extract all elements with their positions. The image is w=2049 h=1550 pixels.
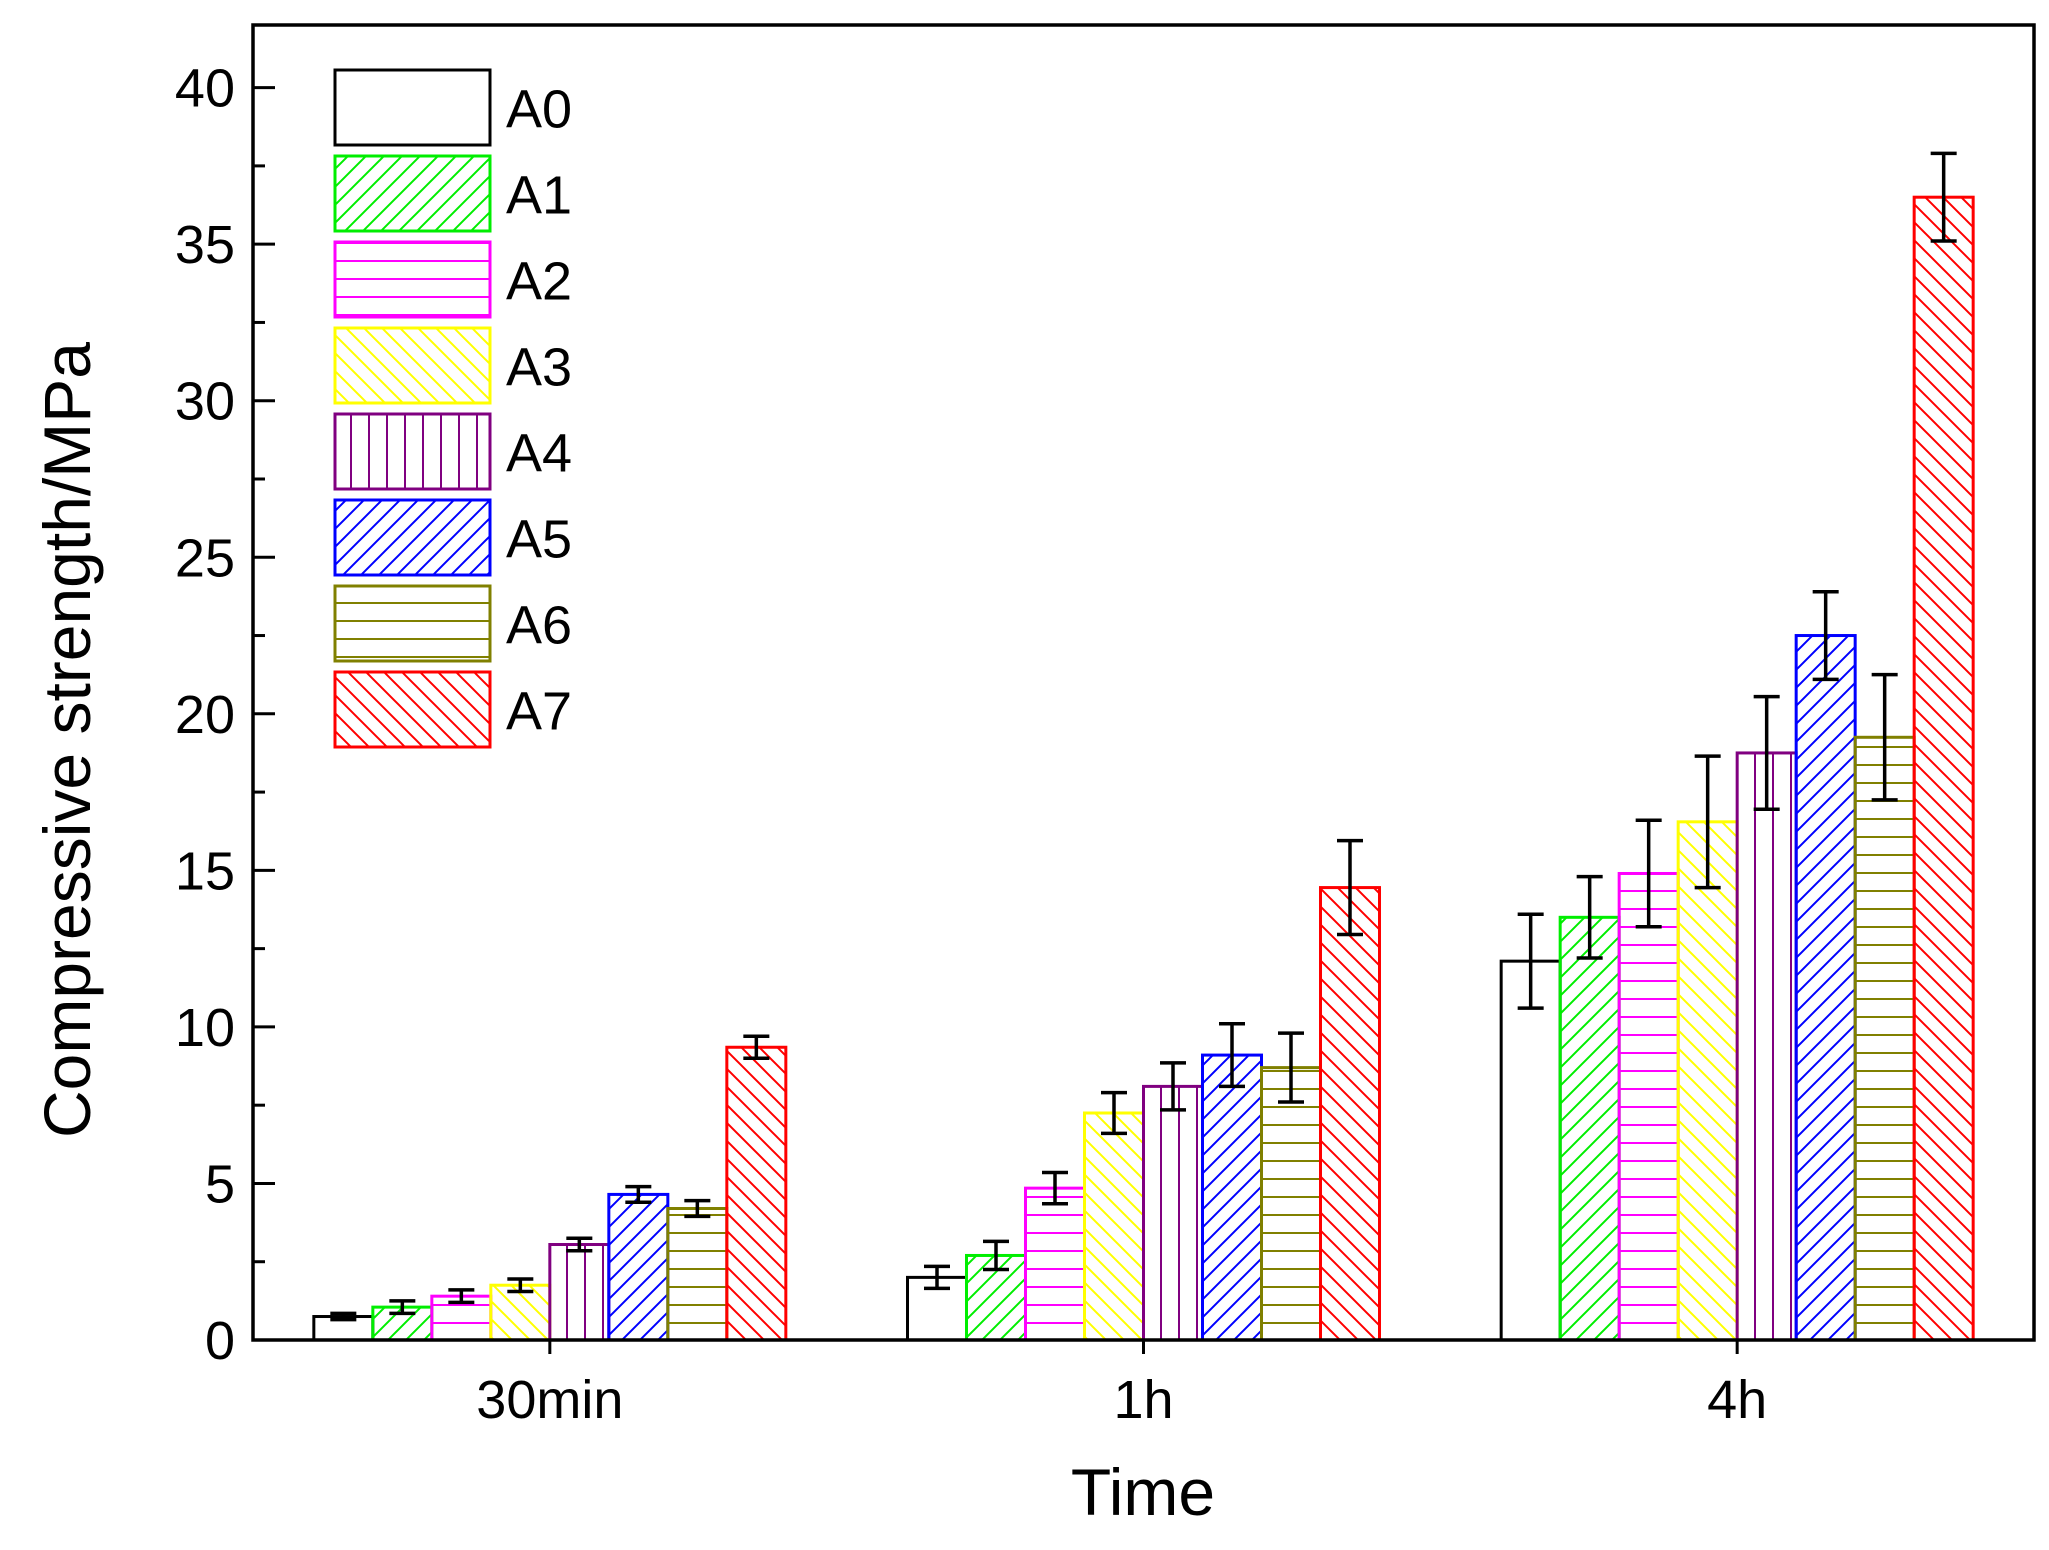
- legend-entry-A3: A3: [333, 326, 572, 405]
- y-tick-label: 35: [175, 215, 235, 275]
- error-bar-A5-4h: [1812, 589, 1839, 682]
- error-bar-A5-1h: [1219, 1022, 1245, 1089]
- error-bar-A4-4h: [1753, 694, 1780, 812]
- legend-swatch: [333, 498, 492, 577]
- bar-A0-4h: [1499, 959, 1562, 1342]
- bar-A3-1h: [1083, 1111, 1145, 1342]
- bar-A3-4h: [1676, 820, 1739, 1342]
- y-tick-label: 20: [175, 685, 235, 745]
- legend-label: A5: [506, 510, 572, 570]
- legend-entry-A2: A2: [333, 240, 572, 319]
- y-tick-label: 15: [175, 841, 235, 901]
- bar-A1-4h: [1558, 915, 1621, 1342]
- error-bar-A4-1h: [1160, 1061, 1186, 1112]
- bar-A4-4h: [1735, 751, 1798, 1342]
- legend: A0 A1 A2 A3 A4 A5 A6 A7: [333, 68, 572, 749]
- error-bar-A7-4h: [1930, 151, 1957, 243]
- legend-label: A4: [506, 424, 572, 484]
- error-bar-A3-1h: [1101, 1090, 1127, 1136]
- error-bar-A3-30min: [507, 1277, 534, 1294]
- legend-label: A3: [506, 338, 572, 398]
- error-bar-A3-4h: [1694, 754, 1721, 890]
- legend-swatch: [333, 154, 492, 233]
- bar-A6-4h: [1853, 735, 1916, 1342]
- bar-A4-1h: [1142, 1084, 1204, 1342]
- error-bar-A1-1h: [983, 1239, 1009, 1272]
- error-bar-A6-30min: [684, 1198, 711, 1219]
- legend-swatch: [333, 326, 492, 405]
- x-tick-label: 1h: [1113, 1370, 1173, 1430]
- legend-label: A2: [506, 252, 572, 312]
- x-axis-title: Time: [1071, 1455, 1215, 1529]
- bar-A7-30min: [725, 1045, 788, 1342]
- y-tick-label: 25: [175, 528, 235, 588]
- legend-swatch: [333, 412, 492, 491]
- legend-swatch: [333, 240, 492, 319]
- error-bar-A1-4h: [1576, 874, 1603, 960]
- y-tick-label: 10: [175, 998, 235, 1058]
- bar-A2-4h: [1617, 871, 1680, 1342]
- y-axis-title: Compressive strength/MPa: [30, 342, 104, 1138]
- error-bar-A0-4h: [1517, 912, 1544, 1010]
- y-tick-label: 30: [175, 372, 235, 432]
- legend-label: A0: [506, 80, 572, 140]
- bar-A7-4h: [1912, 195, 1975, 1342]
- bar-A4-30min: [548, 1243, 611, 1342]
- bar-A7-1h: [1319, 886, 1381, 1342]
- bar-A5-30min: [607, 1192, 670, 1342]
- error-bar-A7-1h: [1337, 838, 1363, 937]
- legend-swatch: [333, 670, 492, 749]
- error-bar-A0-30min: [330, 1311, 357, 1322]
- bar-A5-1h: [1201, 1053, 1263, 1342]
- bars-layer: [312, 151, 1975, 1342]
- error-bar-A6-1h: [1278, 1031, 1304, 1104]
- bar-A6-1h: [1260, 1066, 1322, 1342]
- y-tick-label: 40: [175, 59, 235, 119]
- y-tick-label: 0: [205, 1311, 235, 1371]
- legend-label: A7: [506, 682, 572, 742]
- y-tick-label: 5: [205, 1154, 235, 1214]
- axes-layer: 0 5 10 15 20 25 30 35 40 30min 1h 4h: [175, 23, 2036, 1430]
- legend-label: A6: [506, 596, 572, 656]
- error-bar-A1-30min: [389, 1299, 416, 1316]
- legend-swatch: [333, 584, 492, 663]
- error-bar-A4-30min: [566, 1236, 593, 1253]
- legend-entry-A5: A5: [333, 498, 572, 577]
- error-bar-A0-1h: [924, 1264, 950, 1291]
- legend-entry-A7: A7: [333, 670, 572, 749]
- legend-entry-A1: A1: [333, 154, 572, 233]
- error-bar-A7-30min: [743, 1034, 770, 1060]
- legend-entry-A4: A4: [333, 412, 572, 491]
- error-bar-A2-1h: [1042, 1170, 1068, 1206]
- x-tick-label: 30min: [476, 1370, 623, 1430]
- bar-A3-30min: [489, 1283, 552, 1342]
- error-bar-A6-4h: [1871, 672, 1898, 802]
- legend-entry-A6: A6: [333, 584, 572, 663]
- error-bar-A5-30min: [625, 1184, 652, 1204]
- legend-swatch: [333, 68, 492, 147]
- bar-A5-4h: [1794, 634, 1857, 1342]
- x-tick-label: 4h: [1707, 1370, 1767, 1430]
- legend-label: A1: [506, 166, 572, 226]
- legend-entry-A0: A0: [333, 68, 572, 147]
- error-bar-A2-4h: [1635, 818, 1662, 929]
- bar-A2-1h: [1024, 1186, 1086, 1342]
- bar-A6-30min: [666, 1207, 729, 1342]
- error-bar-A2-30min: [448, 1288, 475, 1305]
